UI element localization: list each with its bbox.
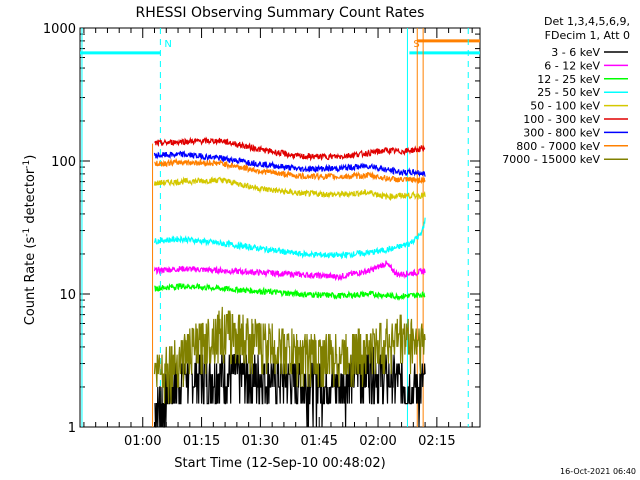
y-axis-label-sup-2: -1 bbox=[22, 160, 32, 169]
chart-title: RHESSI Observing Summary Count Rates bbox=[136, 5, 425, 21]
series-line-5 bbox=[154, 136, 426, 162]
timestamp: 16-Oct-2021 06:40 bbox=[560, 467, 636, 476]
series-line-1 bbox=[153, 260, 426, 282]
y-axis-label-part-2: detector bbox=[23, 168, 38, 228]
y-axis-label-part-1: Count Rate (s bbox=[23, 237, 38, 326]
legend-label: 6 - 12 keV bbox=[544, 59, 600, 72]
y-tick-labels: 1 10 100 1000 bbox=[43, 22, 76, 436]
y-axis-label-part-3: ) bbox=[23, 155, 38, 160]
x-tick-label: 01:30 bbox=[242, 434, 279, 449]
legend-label: 7000 - 15000 keV bbox=[502, 153, 600, 166]
marker-label-n: N bbox=[164, 39, 171, 50]
x-tick-label: 01:00 bbox=[124, 434, 161, 449]
y-tick-label: 10 bbox=[59, 288, 76, 303]
x-tick-label: 02:00 bbox=[359, 434, 396, 449]
x-tick-label: 01:45 bbox=[300, 434, 337, 449]
series-line-4 bbox=[153, 176, 426, 202]
y-tick-label: 100 bbox=[51, 155, 76, 170]
plot-frame bbox=[79, 27, 481, 428]
series-line-8 bbox=[153, 306, 426, 404]
legend-label: 25 - 50 keV bbox=[537, 86, 600, 99]
legend-label: 300 - 800 keV bbox=[523, 126, 600, 139]
y-tick-label: 1000 bbox=[43, 22, 76, 37]
series-line-7 bbox=[154, 157, 426, 185]
series-group bbox=[153, 136, 426, 428]
series-line-3 bbox=[153, 217, 426, 260]
legend-label: 800 - 7000 keV bbox=[516, 140, 600, 153]
y-tick-label: 1 bbox=[68, 421, 76, 436]
series-line-2 bbox=[154, 282, 426, 301]
legend-header-1: Det 1,3,4,5,6,9, bbox=[544, 15, 630, 28]
legend-label: 50 - 100 keV bbox=[530, 100, 600, 113]
x-tick-labels: 01:00 01:15 01:30 01:45 02:00 02:15 bbox=[124, 434, 456, 449]
legend-label: 12 - 25 keV bbox=[537, 73, 600, 86]
series-line-6 bbox=[153, 150, 426, 178]
marker-label-s: S bbox=[413, 39, 419, 50]
legend-label: 100 - 300 keV bbox=[523, 113, 600, 126]
x-axis-label: Start Time (12-Sep-10 00:48:02) bbox=[174, 456, 385, 471]
y-axis-label: Count Rate (s-1 detector-1) bbox=[22, 155, 38, 326]
x-tick-label: 01:15 bbox=[183, 434, 220, 449]
legend-header-2: FDecim 1, Att 0 bbox=[545, 29, 630, 42]
y-axis-label-sup-1: -1 bbox=[22, 228, 32, 237]
x-tick-label: 02:15 bbox=[418, 434, 455, 449]
legend-label: 3 - 6 keV bbox=[551, 46, 600, 59]
axis-ticks bbox=[80, 28, 480, 428]
